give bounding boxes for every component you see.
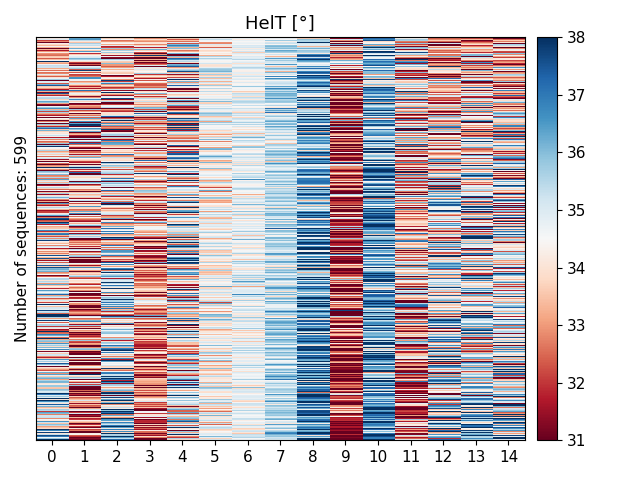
Title: HelT [°]: HelT [°] — [245, 15, 315, 33]
Y-axis label: Number of sequences: 599: Number of sequences: 599 — [15, 135, 30, 342]
